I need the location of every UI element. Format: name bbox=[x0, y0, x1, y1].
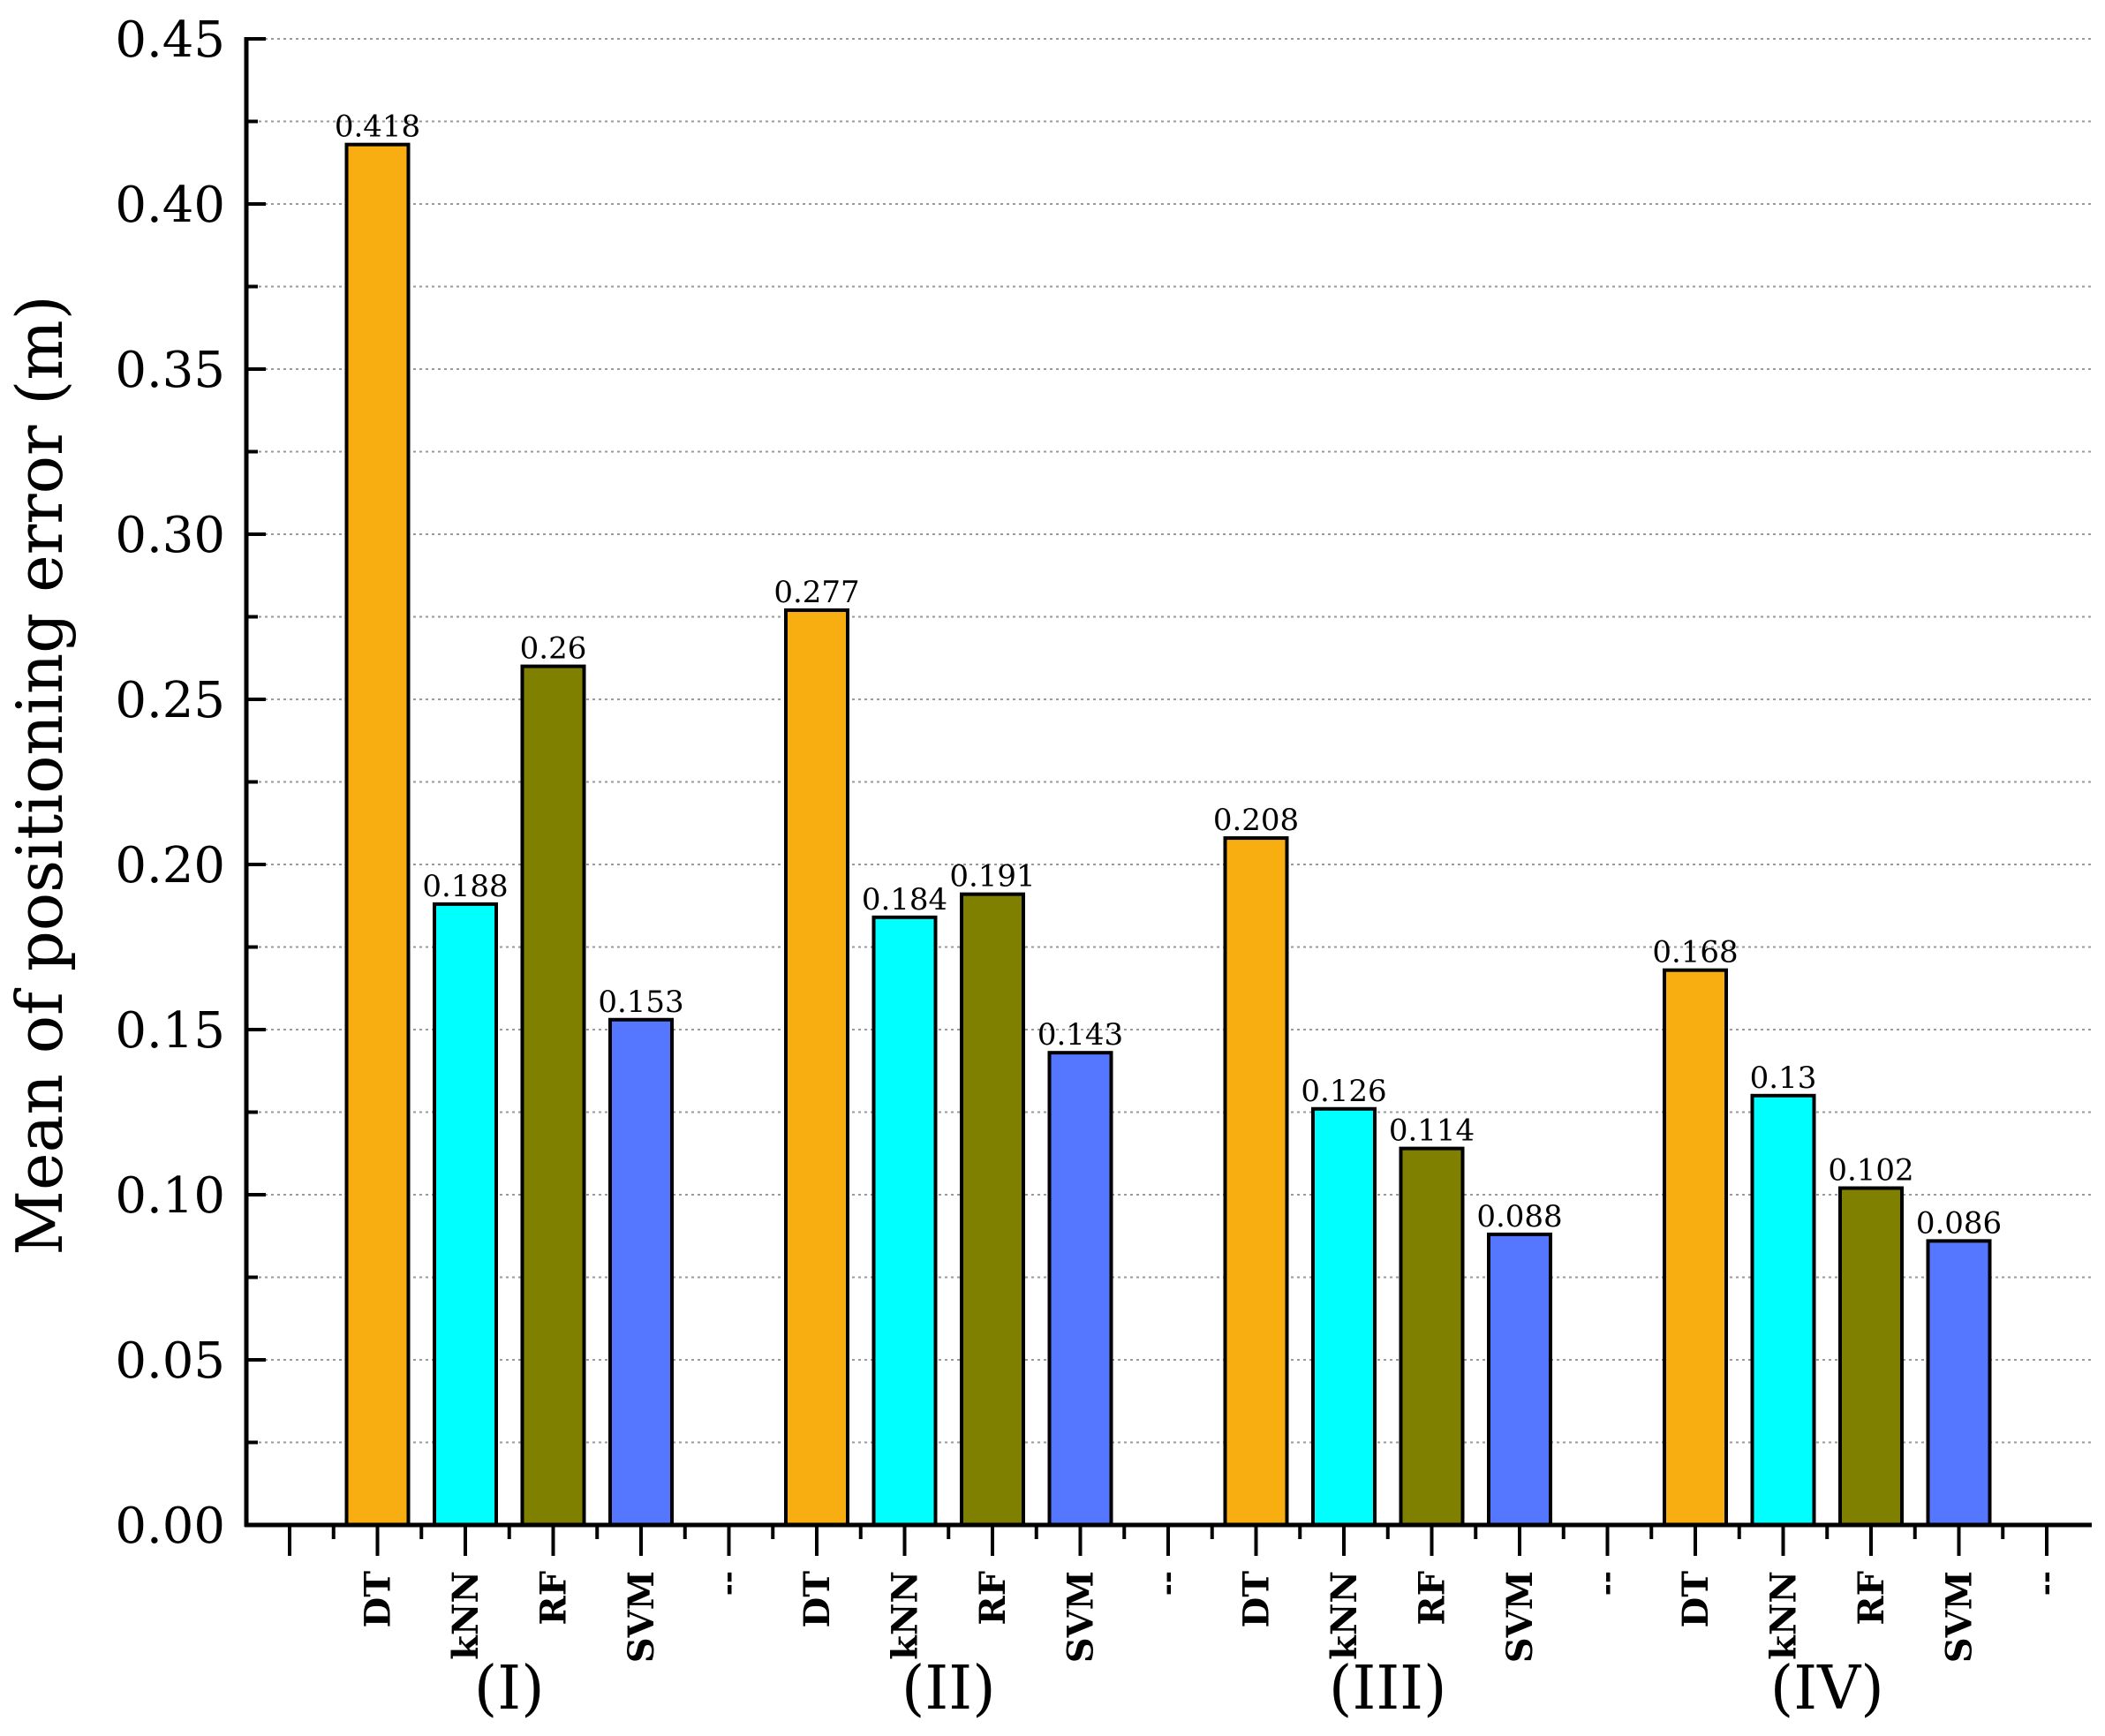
x-tick-label: RF bbox=[1851, 1571, 1892, 1626]
bar-rf bbox=[1838, 1186, 1904, 1528]
value-label: 0.191 bbox=[949, 859, 1035, 894]
x-tick-label: SVM bbox=[1499, 1571, 1541, 1663]
bar-dt bbox=[1663, 968, 1728, 1528]
bar-dt bbox=[344, 142, 411, 1527]
x-tick-label: SVM bbox=[621, 1571, 662, 1663]
group-label: (II) bbox=[902, 1654, 996, 1724]
value-label: 0.168 bbox=[1652, 935, 1738, 970]
value-label: 0.184 bbox=[862, 882, 947, 917]
value-label: 0.114 bbox=[1389, 1113, 1475, 1149]
bar-knn bbox=[1750, 1093, 1816, 1528]
value-label: 0.086 bbox=[1916, 1205, 2002, 1241]
x-tick-label: DT bbox=[1236, 1571, 1278, 1628]
x-tick-label: SVM bbox=[1060, 1571, 1102, 1663]
value-label: 0.143 bbox=[1037, 1017, 1123, 1053]
y-tick-label: 0.05 bbox=[115, 1332, 225, 1390]
group-label: (I) bbox=[474, 1654, 545, 1724]
bar-rf bbox=[960, 892, 1025, 1527]
y-tick-label: 0.30 bbox=[115, 507, 225, 564]
value-label: 0.26 bbox=[520, 631, 587, 667]
y-axis-label: Mean of positioning error (m) bbox=[3, 295, 77, 1255]
x-tick-label: kNN bbox=[445, 1571, 487, 1660]
group-label: (IV) bbox=[1770, 1654, 1884, 1724]
value-label: 0.088 bbox=[1476, 1199, 1562, 1234]
x-tick-label: RF bbox=[972, 1571, 1014, 1626]
y-tick-labels: 0.00 0.05 0.10 0.15 0.20 0.25 0.30 0.35 0.40 0.45 bbox=[115, 11, 225, 1555]
bar-svm bbox=[1487, 1232, 1552, 1527]
bar-svm bbox=[608, 1017, 674, 1527]
value-label: 0.102 bbox=[1828, 1153, 1913, 1189]
bar-dt bbox=[1223, 836, 1289, 1527]
y-tick-label: 0.25 bbox=[115, 672, 225, 729]
y-tick-label: 0.00 bbox=[115, 1498, 225, 1555]
value-label: 0.13 bbox=[1750, 1060, 1817, 1096]
x-tick-label: DT bbox=[1675, 1571, 1716, 1628]
x-tick-labels: DT kNN RF SVM -- DT kNN RF SVM -- DT kNN RF SVM -- DT kN… bbox=[358, 1571, 2064, 1663]
x-tick-label: RF bbox=[1412, 1571, 1453, 1626]
x-tick-label: kNN bbox=[1324, 1571, 1365, 1660]
group-label: (III) bbox=[1329, 1654, 1447, 1724]
bar-knn bbox=[433, 902, 498, 1527]
x-tick-label: DT bbox=[358, 1571, 399, 1628]
y-tick-label: 0.35 bbox=[115, 342, 225, 399]
bar-rf bbox=[520, 664, 586, 1527]
y-tick-label: 0.45 bbox=[115, 11, 225, 69]
y-tick-label: 0.15 bbox=[115, 1002, 225, 1060]
value-label: 0.418 bbox=[335, 109, 420, 145]
bar-knn bbox=[871, 915, 938, 1527]
x-tick-label: SVM bbox=[1939, 1571, 1981, 1663]
y-tick-label: 0.40 bbox=[115, 177, 225, 234]
value-label: 0.126 bbox=[1301, 1074, 1386, 1109]
bar-dt bbox=[784, 608, 849, 1527]
separator-tick-label: -- bbox=[711, 1571, 746, 1596]
grid-lines bbox=[246, 38, 2092, 1444]
x-tick-label: RF bbox=[533, 1571, 575, 1626]
value-label: 0.208 bbox=[1213, 803, 1299, 838]
y-tick-label: 0.20 bbox=[115, 837, 225, 894]
value-label: 0.277 bbox=[773, 575, 859, 610]
x-tick-label: kNN bbox=[885, 1571, 926, 1660]
separator-tick-label: -- bbox=[1589, 1571, 1625, 1596]
bar-svm bbox=[1047, 1051, 1113, 1528]
bar-knn bbox=[1311, 1106, 1377, 1527]
axes bbox=[244, 37, 2092, 1556]
x-tick-label: DT bbox=[796, 1571, 838, 1628]
value-label: 0.153 bbox=[598, 985, 683, 1020]
bars bbox=[344, 142, 1992, 1528]
value-label: 0.188 bbox=[422, 869, 508, 904]
x-tick-label: kNN bbox=[1763, 1571, 1805, 1660]
separator-tick-label: -- bbox=[2028, 1571, 2064, 1596]
bar-svm bbox=[1926, 1239, 1992, 1527]
separator-tick-label: -- bbox=[1150, 1571, 1185, 1596]
group-labels: (I) (II) (III) (IV) bbox=[474, 1654, 1884, 1724]
bar-rf bbox=[1399, 1146, 1465, 1527]
y-tick-label: 0.10 bbox=[115, 1167, 225, 1225]
